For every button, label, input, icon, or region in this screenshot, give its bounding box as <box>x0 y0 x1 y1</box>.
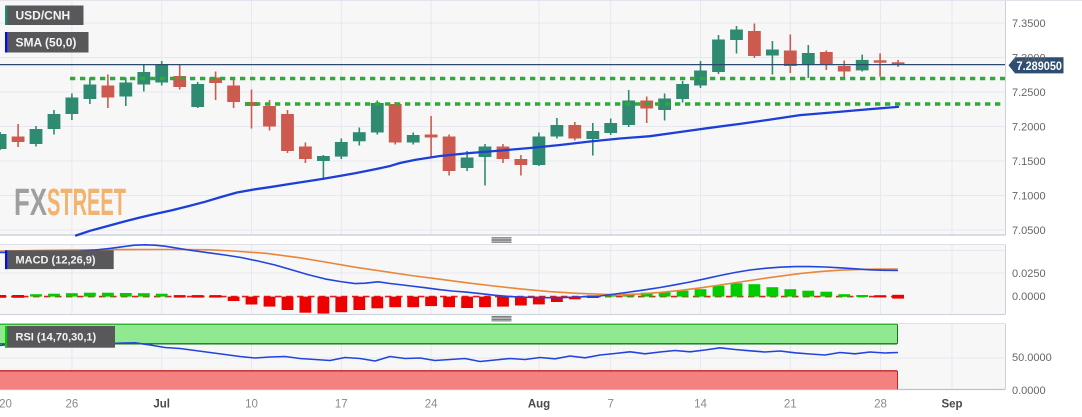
svg-text:26: 26 <box>66 399 79 411</box>
svg-text:RSI (14,70,30,1): RSI (14,70,30,1) <box>16 332 97 344</box>
svg-text:MACD (12,26,9): MACD (12,26,9) <box>16 255 96 267</box>
svg-text:Sep: Sep <box>941 399 962 411</box>
svg-text:Aug: Aug <box>528 399 550 411</box>
svg-text:USD/CNH: USD/CNH <box>16 8 71 22</box>
svg-text:7.2000: 7.2000 <box>1012 122 1046 134</box>
svg-text:10: 10 <box>245 399 258 411</box>
svg-text:24: 24 <box>425 399 438 411</box>
svg-text:7.289050: 7.289050 <box>1017 59 1063 73</box>
svg-text:7.3500: 7.3500 <box>1012 18 1046 30</box>
svg-text:STREET: STREET <box>47 182 126 224</box>
svg-text:7.2500: 7.2500 <box>1012 87 1046 99</box>
svg-text:7.0500: 7.0500 <box>1012 225 1046 237</box>
svg-text:17: 17 <box>335 399 348 411</box>
svg-text:7: 7 <box>607 399 613 411</box>
svg-text:7.1000: 7.1000 <box>1012 191 1046 203</box>
svg-text:50.0000: 50.0000 <box>1012 352 1052 364</box>
svg-text:28: 28 <box>874 399 887 411</box>
svg-text:0.0000: 0.0000 <box>1012 385 1046 397</box>
svg-text:7.1500: 7.1500 <box>1012 156 1046 168</box>
svg-text:21: 21 <box>784 399 797 411</box>
svg-text:0.0250: 0.0250 <box>1012 268 1046 280</box>
svg-text:FX: FX <box>14 182 47 224</box>
svg-text:Jul: Jul <box>153 399 170 411</box>
svg-text:20: 20 <box>0 399 12 411</box>
svg-text:7.3000: 7.3000 <box>1012 53 1046 65</box>
svg-text:0.0000: 0.0000 <box>1012 291 1046 303</box>
svg-text:SMA (50,0): SMA (50,0) <box>16 35 77 49</box>
svg-text:14: 14 <box>694 399 707 411</box>
